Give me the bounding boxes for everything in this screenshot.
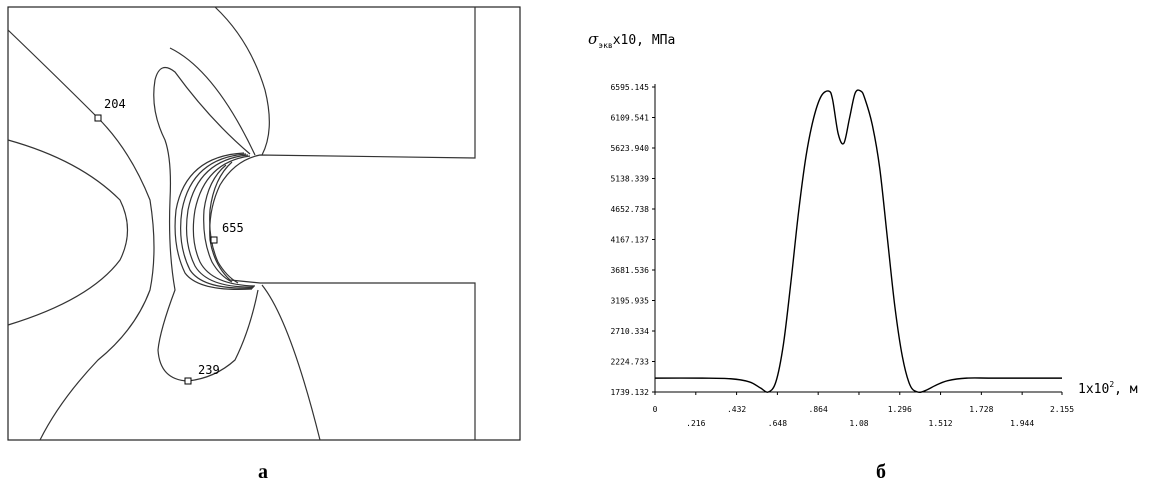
contour-label-655: 655 — [222, 221, 244, 235]
x-tick-label: 2.155 — [1050, 405, 1074, 414]
y-tick-label: 3681.536 — [610, 266, 649, 275]
contour-line — [185, 154, 255, 288]
contour-line — [214, 6, 270, 156]
contour-line — [192, 155, 256, 287]
y-tick-label: 5623.940 — [610, 144, 649, 153]
slot-outline — [209, 7, 476, 440]
x-tick-label: 1.08 — [849, 419, 868, 428]
contour-marker — [210, 236, 218, 244]
x-label-sup: 2 — [1109, 380, 1114, 389]
panel-b-chart: σэквx10, МПа 1x102, м 6595.145 6109.541 56… — [588, 30, 1138, 428]
y-label-subscript: экв — [598, 41, 612, 50]
contour-marker — [184, 377, 192, 385]
y-tick-label: 1739.132 — [610, 388, 649, 397]
x-axis-label: 1x102, м — [1078, 380, 1138, 397]
x-tick-label: 1.728 — [969, 405, 993, 414]
y-tick-label: 2224.733 — [610, 358, 649, 367]
panel-a-contour-plot: 204 655 239 — [7, 6, 521, 441]
series-line — [654, 89, 1062, 394]
y-tick-label: 6595.145 — [610, 83, 649, 92]
contour-line — [7, 139, 129, 326]
x-tick-label: .648 — [768, 419, 787, 428]
contour-line — [261, 284, 321, 441]
x-tick-label: 1.512 — [929, 419, 953, 428]
y-tick-label: 6109.541 — [610, 114, 649, 123]
y-label-symbol: σ — [588, 30, 599, 48]
contour-line — [174, 152, 253, 290]
caption-a: а — [258, 461, 268, 483]
x-tick-label: .216 — [686, 419, 705, 428]
x-tick-label: 1.944 — [1010, 419, 1034, 428]
y-tick-label: 4652.738 — [610, 205, 649, 214]
x-tick-label: .432 — [727, 405, 746, 414]
y-axis-label: σэквx10, МПа — [588, 30, 675, 50]
panel-a-frame — [7, 6, 521, 441]
caption-b: б — [876, 461, 886, 483]
contour-line — [203, 164, 233, 283]
contour-marker — [94, 114, 102, 122]
x-tick-label: 0 — [653, 405, 658, 414]
y-tick-label: 3195.935 — [610, 297, 649, 306]
contour-label-204: 204 — [104, 97, 126, 111]
x-label-rest: , м — [1114, 382, 1138, 397]
contour-line — [153, 66, 259, 382]
y-tick-label: 4167.137 — [610, 236, 649, 245]
y-label-rest: x10, МПа — [613, 33, 676, 48]
y-tick-label: 2710.334 — [610, 327, 649, 336]
x-tick-label: 1.296 — [888, 405, 912, 414]
y-tick-label: 5138.339 — [610, 175, 649, 184]
contour-line — [7, 29, 155, 441]
contour-label-239: 239 — [198, 363, 220, 377]
x-label-base: 1x10 — [1078, 382, 1109, 397]
x-tick-label: .864 — [809, 405, 828, 414]
contour-line — [180, 153, 254, 289]
contour-line — [169, 47, 256, 156]
